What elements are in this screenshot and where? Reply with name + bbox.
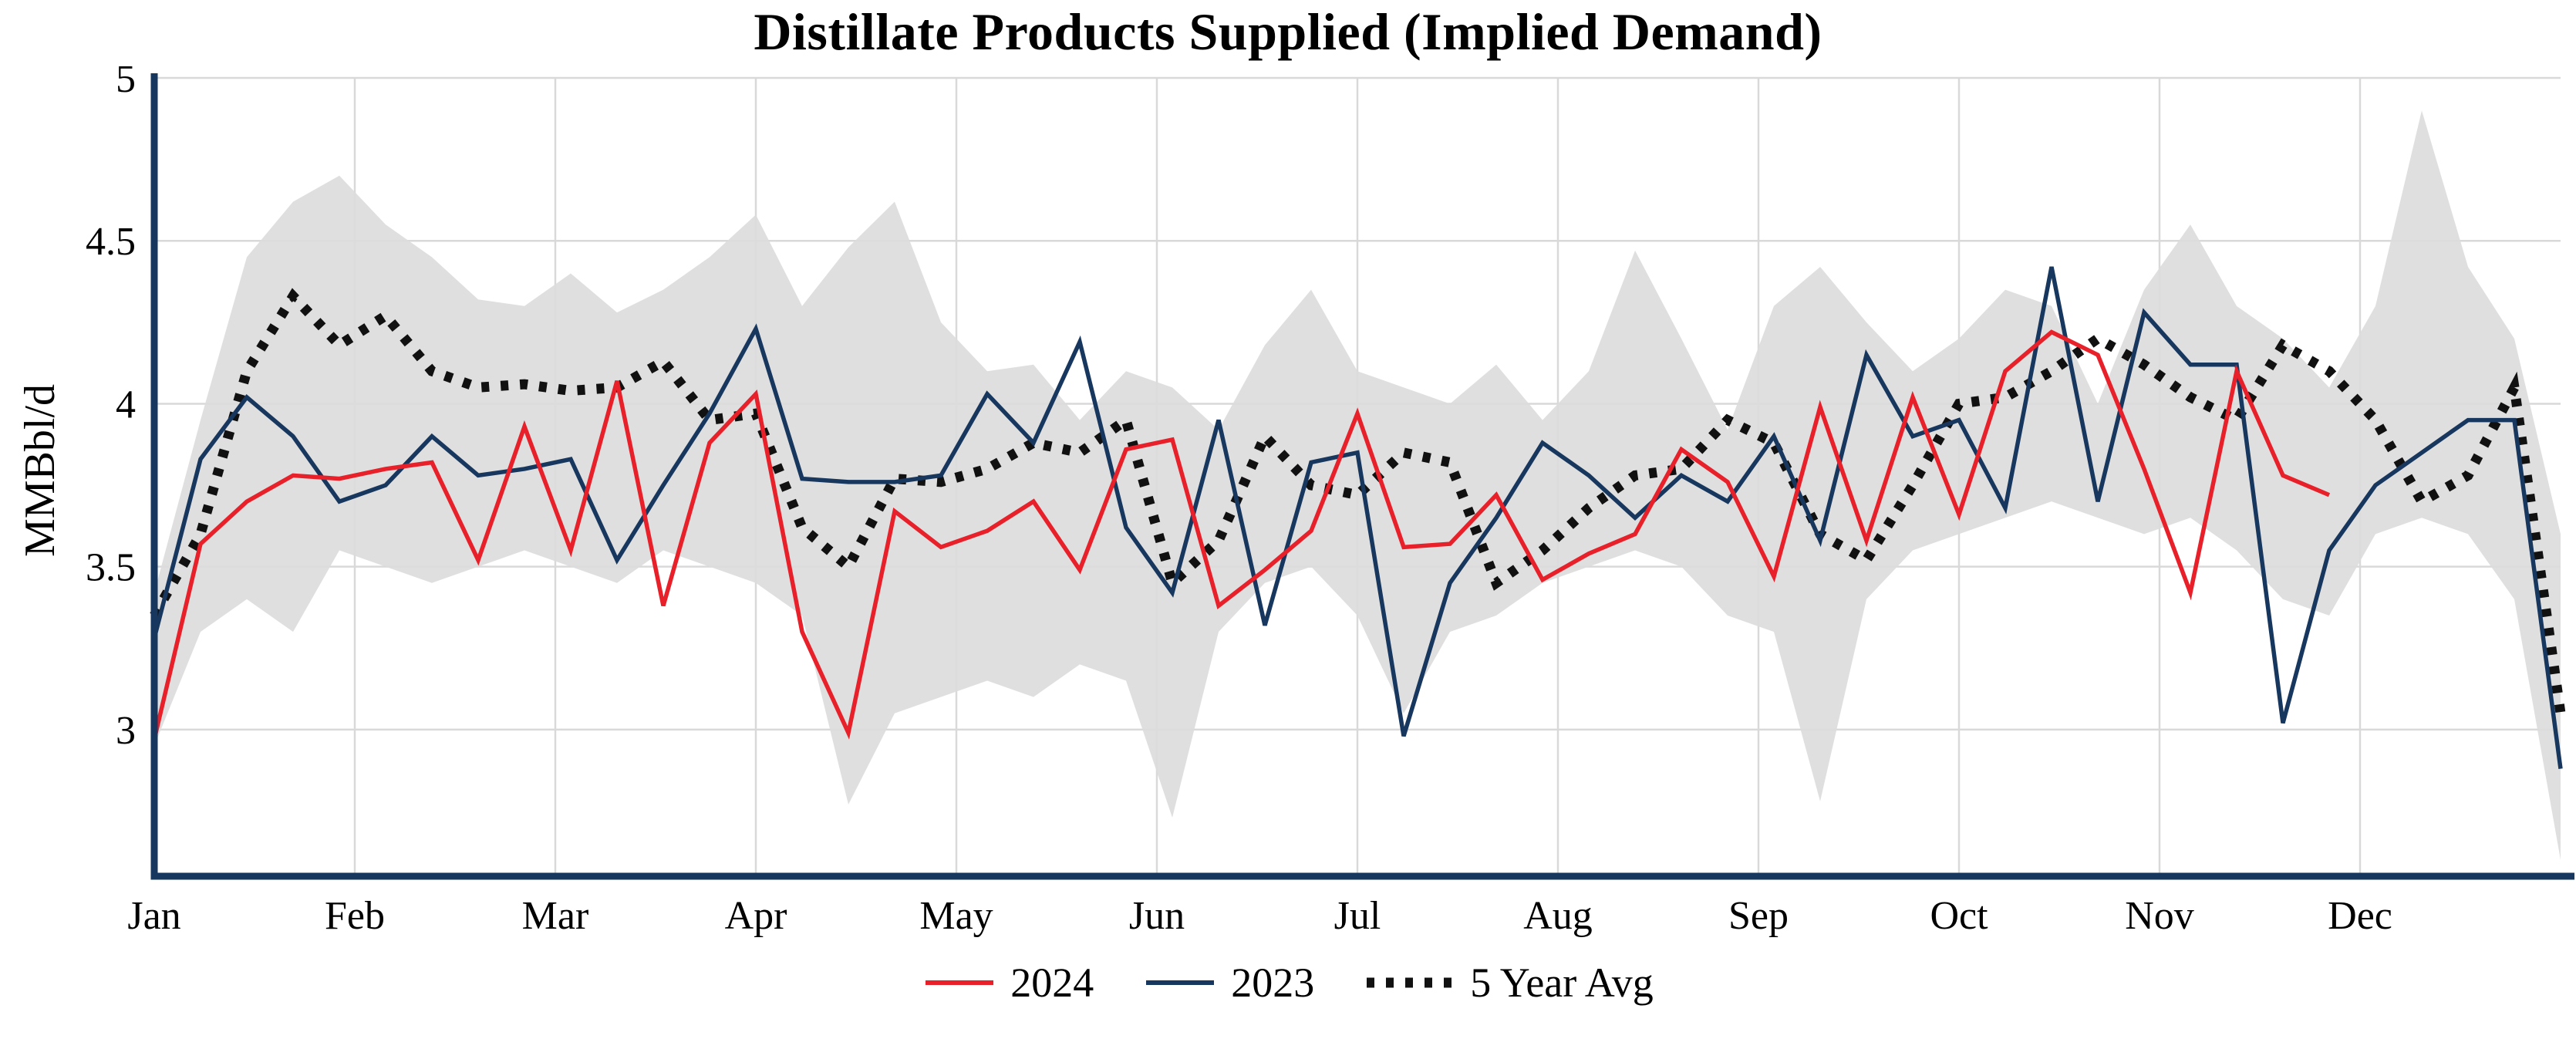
- legend-line-2024-icon: [926, 980, 994, 985]
- legend-label-5yr-avg: 5 Year Avg: [1470, 960, 1654, 1006]
- chart-title: Distillate Products Supplied (Implied De…: [754, 2, 1822, 61]
- legend-line-5yr-avg-icon: [1367, 977, 1454, 988]
- chart-legend: 2024 2023 5 Year Avg: [0, 959, 2576, 1007]
- legend-label-2023: 2023: [1231, 960, 1315, 1006]
- svg-text:Aug: Aug: [1523, 894, 1593, 938]
- legend-label-2024: 2024: [1010, 960, 1094, 1006]
- svg-text:5: 5: [116, 66, 136, 101]
- svg-text:Apr: Apr: [725, 894, 787, 938]
- svg-text:Jul: Jul: [1334, 894, 1381, 938]
- svg-text:Sep: Sep: [1728, 894, 1789, 938]
- svg-text:3.5: 3.5: [86, 546, 136, 590]
- legend-item-2023: 2023: [1143, 959, 1314, 1007]
- legend-item-5yr-avg: 5 Year Avg: [1364, 959, 1654, 1007]
- svg-text:4.5: 4.5: [86, 220, 136, 264]
- line-chart-canvas: 5 4.5 4 3.5 3 Jan Feb Mar Apr May Jun Jul Aug Sep Oct N…: [86, 66, 2574, 938]
- legend-line-2023-icon: [1146, 980, 1215, 985]
- svg-text:Jan: Jan: [127, 894, 180, 938]
- y-axis-label: MMBbl/d: [16, 383, 64, 558]
- svg-text:Feb: Feb: [325, 894, 385, 938]
- svg-text:4: 4: [116, 383, 136, 427]
- svg-text:Oct: Oct: [1930, 894, 1988, 938]
- svg-text:Dec: Dec: [2328, 894, 2392, 938]
- svg-text:Mar: Mar: [522, 894, 589, 938]
- svg-text:May: May: [919, 894, 993, 938]
- legend-item-2024: 2024: [922, 959, 1094, 1007]
- svg-text:Jun: Jun: [1129, 894, 1185, 938]
- svg-text:3: 3: [116, 709, 136, 753]
- svg-text:Nov: Nov: [2125, 894, 2194, 938]
